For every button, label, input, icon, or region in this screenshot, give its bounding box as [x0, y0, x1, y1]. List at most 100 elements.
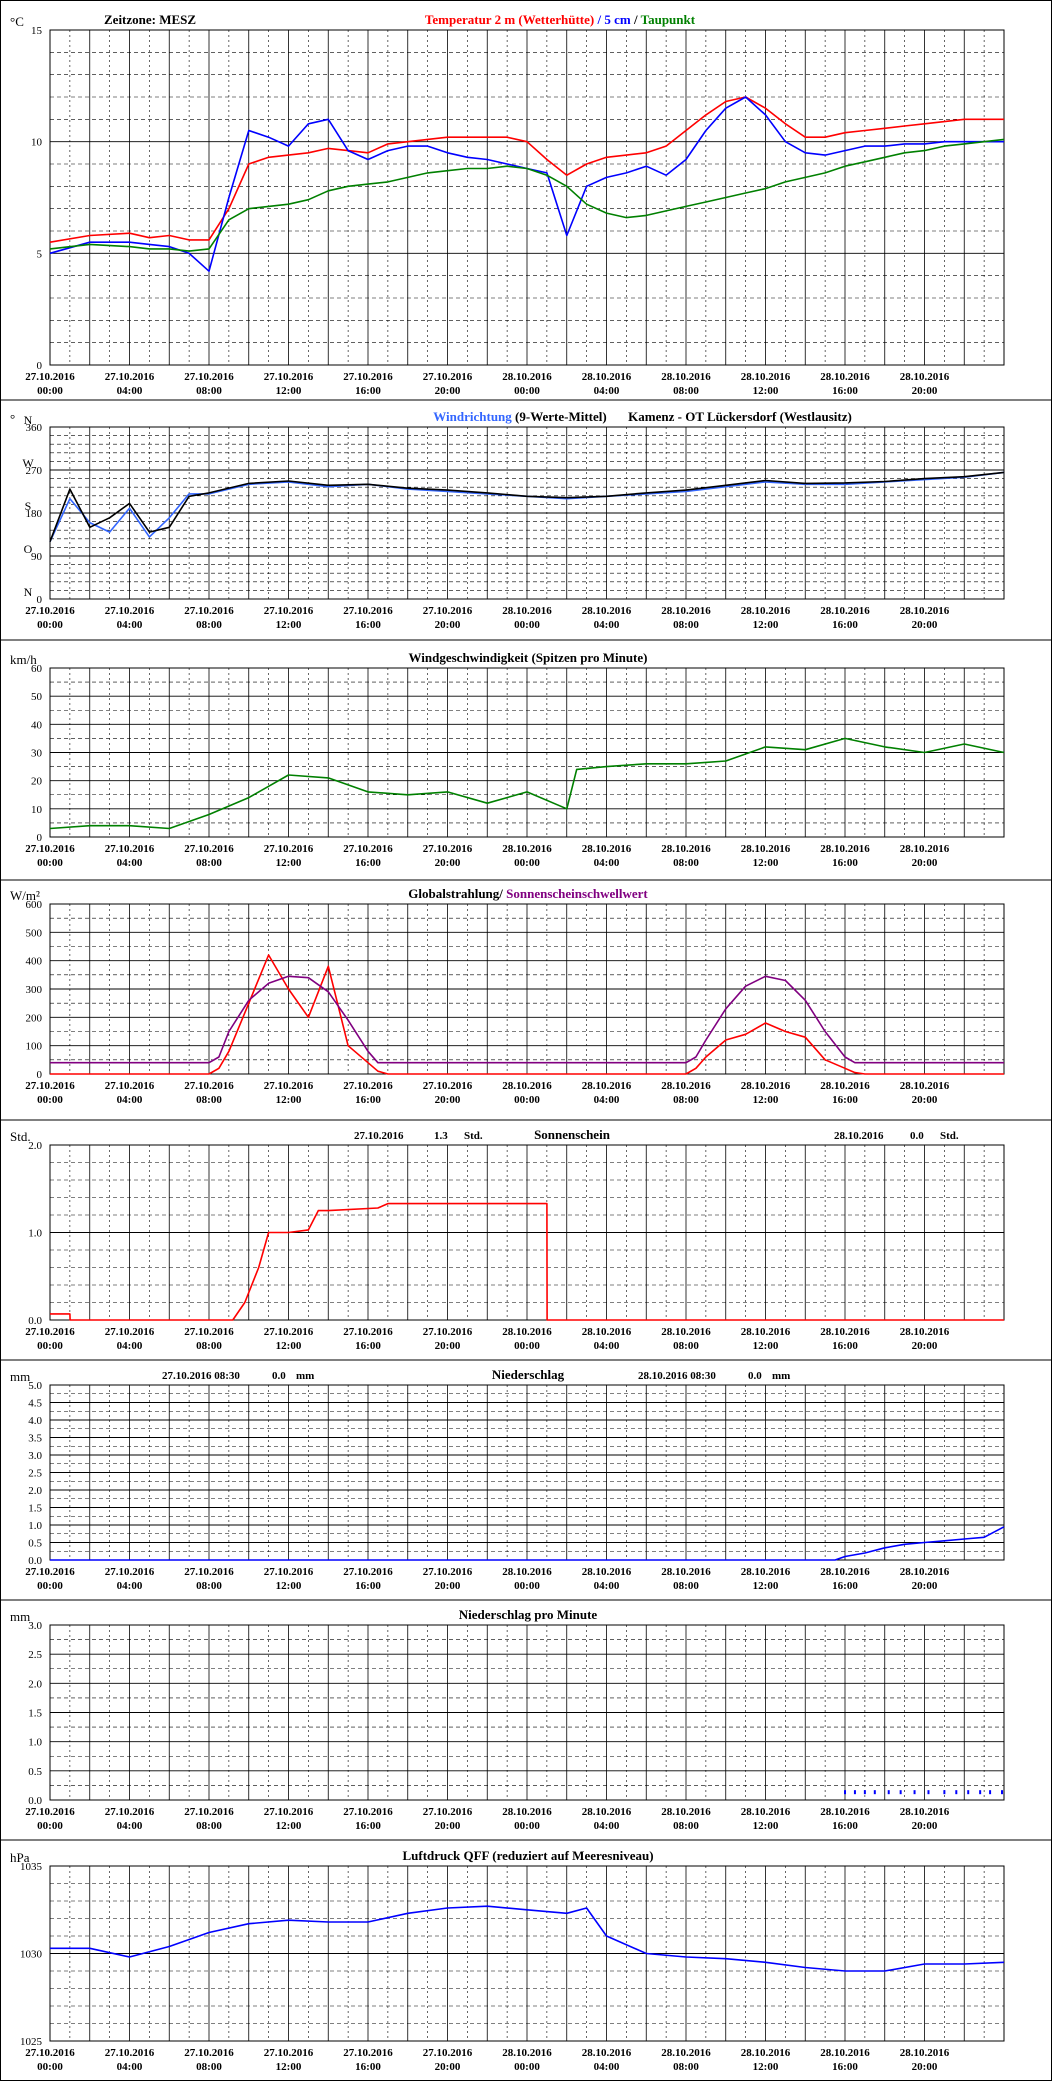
x-tick-time: 08:00 — [673, 1094, 699, 1106]
y-tick-label: 3.5 — [28, 1433, 42, 1445]
x-tick-date: 28.10.2016 — [820, 605, 870, 617]
data-point — [1001, 1790, 1004, 1795]
data-point — [927, 1790, 930, 1795]
x-tick-time: 20:00 — [912, 1340, 938, 1352]
unit-label: °C — [10, 14, 24, 29]
y-tick-label: 30 — [31, 748, 43, 760]
timezone-label: Zeitzone: MESZ — [104, 12, 196, 27]
x-tick-time: 16:00 — [832, 619, 858, 631]
x-tick-date: 28.10.2016 — [820, 843, 870, 855]
x-tick-date: 27.10.2016 — [105, 843, 155, 855]
x-tick-time: 12:00 — [753, 1094, 779, 1106]
x-tick-date: 27.10.2016 — [423, 371, 473, 383]
x-tick-date: 28.10.2016 — [741, 2047, 791, 2059]
y-tick-label: 360 — [26, 422, 43, 434]
y-tick-label: 20 — [31, 776, 43, 788]
x-tick-time: 00:00 — [37, 385, 63, 397]
x-tick-date: 27.10.2016 — [264, 1566, 314, 1578]
x-tick-time: 20:00 — [912, 1094, 938, 1106]
y-tick-label: 0 — [37, 594, 43, 606]
x-tick-time: 12:00 — [276, 1094, 302, 1106]
chart-title-part: 5 cm — [604, 12, 631, 27]
x-tick-date: 27.10.2016 — [184, 605, 234, 617]
unit-label: ° — [10, 411, 15, 426]
x-tick-time: 04:00 — [117, 1580, 143, 1592]
x-tick-date: 28.10.2016 — [820, 1326, 870, 1338]
x-tick-time: 20:00 — [435, 619, 461, 631]
panel-wind-direction: 0 90 180 270 360 ° N O S W N Windrichtung (9-Werte-… — [0, 409, 1052, 641]
chart-title-part: Luftdruck QFF (reduziert auf Meeresnivea… — [402, 1848, 653, 1863]
x-tick-time: 16:00 — [355, 1094, 381, 1106]
y-tick-label: 1.0 — [28, 1228, 42, 1240]
compass-label: O — [24, 542, 33, 556]
summary-right-unit: Std. — [940, 1130, 959, 1142]
x-tick-date: 28.10.2016 — [502, 1080, 552, 1092]
x-tick-time: 16:00 — [355, 2061, 381, 2073]
x-tick-date: 28.10.2016 — [900, 1080, 950, 1092]
data-point — [943, 1790, 946, 1795]
x-tick-date: 27.10.2016 — [25, 1806, 75, 1818]
summary-left-date: 27.10.2016 — [354, 1130, 404, 1142]
y-tick-label: 3.0 — [28, 1450, 42, 1462]
x-tick-date: 27.10.2016 — [184, 1806, 234, 1818]
data-point — [863, 1790, 866, 1795]
x-tick-date: 28.10.2016 — [661, 1326, 711, 1338]
chart-title-part: Sonnenschein — [534, 1127, 611, 1142]
x-tick-time: 00:00 — [37, 2061, 63, 2073]
summary-right-date: 28.10.2016 — [834, 1130, 884, 1142]
x-tick-time: 08:00 — [673, 857, 699, 869]
x-tick-date: 28.10.2016 — [502, 1806, 552, 1818]
x-tick-time: 16:00 — [355, 619, 381, 631]
y-tick-label: 500 — [26, 927, 43, 939]
x-tick-time: 08:00 — [196, 385, 222, 397]
chart-title-part: Temperatur 2 m (Wetterhütte) — [425, 12, 594, 27]
data-point — [955, 1790, 958, 1795]
x-tick-date: 27.10.2016 — [343, 1080, 393, 1092]
y-tick-label: 270 — [26, 465, 43, 477]
summary-left-unit: Std. — [464, 1130, 483, 1142]
compass-label: W — [22, 456, 34, 470]
x-tick-date: 28.10.2016 — [661, 371, 711, 383]
x-tick-time: 00:00 — [37, 1094, 63, 1106]
x-tick-date: 27.10.2016 — [264, 1080, 314, 1092]
x-tick-date: 27.10.2016 — [343, 2047, 393, 2059]
x-tick-date: 27.10.2016 — [264, 843, 314, 855]
x-tick-time: 08:00 — [196, 1094, 222, 1106]
chart-title-part: (9-Werte-Mittel) — [512, 409, 607, 424]
x-tick-time: 20:00 — [435, 857, 461, 869]
y-tick-label: 0 — [37, 360, 43, 372]
x-tick-time: 04:00 — [117, 1340, 143, 1352]
x-tick-date: 27.10.2016 — [343, 843, 393, 855]
x-tick-time: 16:00 — [832, 2061, 858, 2073]
x-tick-time: 16:00 — [355, 1580, 381, 1592]
x-tick-time: 00:00 — [514, 857, 540, 869]
x-tick-date: 27.10.2016 — [25, 605, 75, 617]
x-tick-date: 28.10.2016 — [582, 2047, 632, 2059]
x-tick-time: 00:00 — [514, 1094, 540, 1106]
data-point — [979, 1790, 982, 1795]
chart-title-part: Windgeschwindigkeit (Spitzen pro Minute) — [409, 650, 648, 665]
y-tick-label: 300 — [26, 984, 43, 996]
x-tick-date: 28.10.2016 — [502, 1566, 552, 1578]
summary-right-value: 0.0 — [748, 1370, 762, 1382]
y-tick-label: 0.5 — [28, 1766, 42, 1778]
x-tick-time: 08:00 — [196, 1820, 222, 1832]
x-tick-time: 08:00 — [196, 619, 222, 631]
summary-left-value: 0.0 — [272, 1370, 286, 1382]
series-line-0 — [50, 1905, 1005, 1972]
y-tick-label: 1025 — [20, 2036, 43, 2048]
x-tick-date: 27.10.2016 — [25, 1080, 75, 1092]
x-tick-time: 08:00 — [196, 1340, 222, 1352]
x-tick-time: 20:00 — [435, 2061, 461, 2073]
x-tick-time: 00:00 — [514, 1580, 540, 1592]
x-tick-time: 16:00 — [355, 1820, 381, 1832]
series-line-0 — [49, 471, 1005, 543]
unit-label: mm — [10, 1369, 30, 1384]
y-tick-label: 2.5 — [28, 1649, 42, 1661]
x-tick-time: 16:00 — [832, 1340, 858, 1352]
y-tick-label: 4.0 — [28, 1415, 42, 1427]
x-tick-date: 27.10.2016 — [343, 605, 393, 617]
x-tick-time: 08:00 — [673, 1580, 699, 1592]
x-tick-date: 28.10.2016 — [741, 843, 791, 855]
